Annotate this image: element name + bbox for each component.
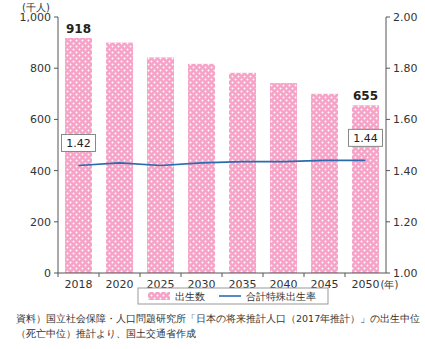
bar [311,94,338,273]
y2-tick [386,17,390,18]
y2-tick [386,221,390,222]
y2-tick [386,68,390,69]
y-tick [54,221,58,222]
x-tick [345,273,346,277]
line-label: 1.42 [66,137,91,150]
y-tick-label: 600 [30,113,51,126]
bar [229,73,256,273]
bar-label: 655 [353,89,378,103]
y2-tick [386,273,390,274]
marks [65,38,379,273]
y-tick [54,170,58,171]
source-note: （死亡中位）推計より、国土交通省作成 [16,328,196,339]
chart: 02004006008001,0001.001.201.401.601.802.… [0,0,425,349]
x-tick [304,273,305,277]
x-tick-label: 2050 [352,278,380,291]
x-tick [181,273,182,277]
legend-swatch [219,295,241,297]
y-tick [54,273,58,274]
x-tick [222,273,223,277]
y-label: (千人) [22,2,50,13]
legend-swatch [148,292,170,300]
y-axis [58,17,59,273]
line-label-box [62,134,96,151]
y-tick [54,17,58,18]
y-tick-label: 800 [30,62,51,75]
legend-label: 出生数 [175,291,205,302]
line-label: 1.44 [353,132,378,145]
bar [270,83,297,273]
legend-label: 合計特殊出生率 [246,291,316,302]
y-tick [54,119,58,120]
bar [65,38,92,273]
legend-frame [138,288,328,304]
x-tick [99,273,100,277]
bar [106,43,133,273]
line [79,160,366,165]
source-note: 資料）国立社会保障・人口問題研究所「日本の将来推計人口（2017年推計）」の出生… [16,313,420,324]
y-tick-label: 0 [44,267,51,280]
x-tick [140,273,141,277]
y2-tick [386,119,390,120]
x-tick-label: 2020 [106,278,134,291]
y-tick [54,68,58,69]
line-label-box [349,129,383,146]
x-tick [263,273,264,277]
y2-tick-label: 1.80 [393,62,418,75]
y2-tick-label: 1.40 [393,165,418,178]
x-tick [58,273,59,277]
x-tick-label: 2018 [65,278,93,291]
bar-label: 918 [66,22,91,36]
y2-axis [386,17,387,273]
y-tick-label: 200 [30,216,51,229]
bar [188,64,215,273]
y2-tick [386,170,390,171]
x-label: (年) [381,279,399,290]
y2-tick-label: 1.60 [393,113,418,126]
y2-tick-label: 2.00 [393,11,418,24]
y-tick-label: 400 [30,165,51,178]
legend: 出生数 合計特殊出生率 [138,288,328,304]
y2-tick-label: 1.20 [393,216,418,229]
